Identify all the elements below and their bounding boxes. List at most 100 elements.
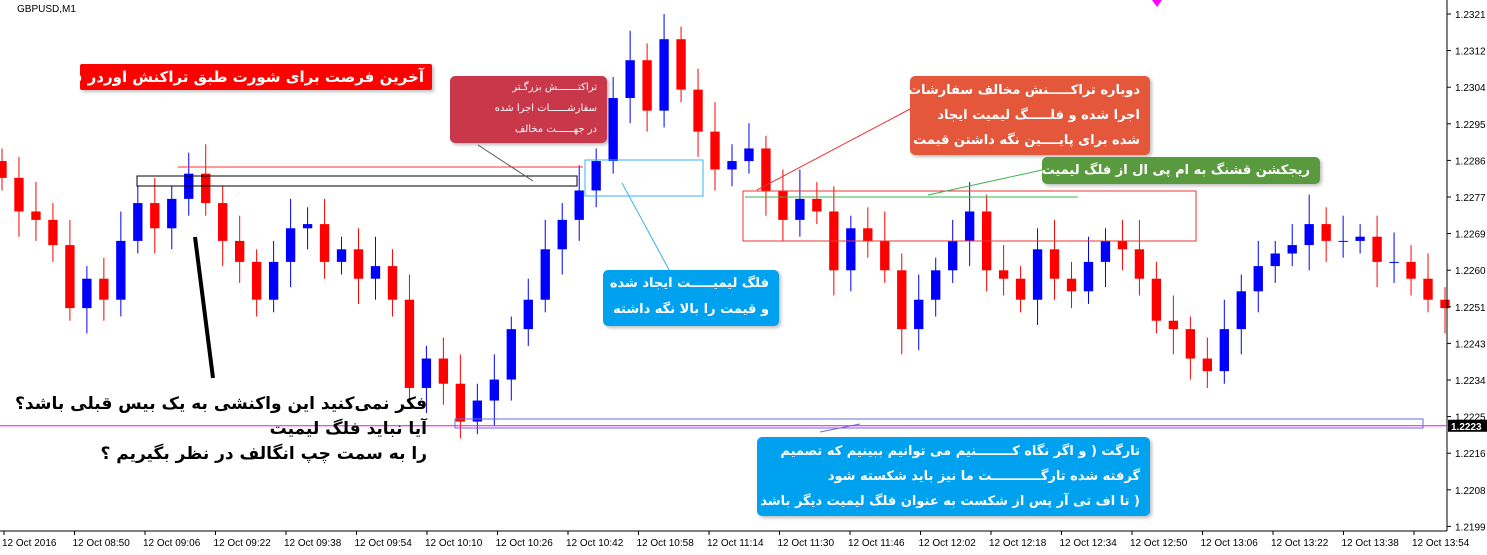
bear-candle (150, 203, 160, 229)
price-tick-label: 1.2251 (1455, 303, 1486, 314)
price-tick-label: 1.2277 (1455, 193, 1486, 204)
time-axis: 12 Oct 2016 12 Oct 08:50 12 Oct 09:06 12 Oc… (2, 531, 1470, 549)
bear-candle (1134, 249, 1145, 279)
note-line: شده برای پایــــین نگه داشتن قیمت (913, 133, 1140, 148)
price-tick-label: 1.2321 (1455, 10, 1486, 21)
time-tick-label: 12 Oct 12:34 (1060, 538, 1118, 549)
bull-candle (727, 161, 737, 170)
bear-candle (778, 190, 788, 220)
period-marker-icon (1152, 0, 1162, 7)
chart-symbol-title: GBPUSD,M1 (17, 4, 76, 15)
bear-candle (693, 89, 703, 132)
bear-candle (0, 161, 7, 178)
pointer-arrow-line (193, 236, 215, 379)
bear-candle (1066, 278, 1077, 292)
note-line: سفارشــــــات اجرا شده (494, 103, 597, 114)
bear-candle (455, 383, 466, 422)
bear-candle (14, 177, 24, 212)
note-line: دوباره تراکـــــنش مخالف سفارشات (907, 83, 1140, 98)
note-line: تارگت ( و اگر نگاه کــــــــنیم می توانی… (780, 444, 1140, 459)
time-tick-label: 12 Oct 10:26 (496, 538, 554, 549)
pointer-line (756, 107, 913, 191)
note-line: ( تا اف تی آر پس از شکست به عنوان فلگ لی… (760, 494, 1140, 509)
note-line: تراکتـــــــش بزرگـتر (512, 82, 597, 93)
bear-candle (319, 224, 330, 262)
price-tick-label: 1.2243 (1455, 339, 1486, 350)
bear-candle (48, 219, 58, 246)
bear-candle (201, 173, 211, 204)
bull-candle (608, 98, 618, 162)
bear-candle (761, 148, 771, 191)
price-axis: 1.2321 1.2312 1.2304 1.2295 1.2286 1.2277 1.22… (0, 10, 1487, 533)
price-tick-label: 1.2260 (1455, 266, 1486, 277)
bull-candle (591, 161, 601, 191)
bull-candle (133, 203, 143, 241)
price-tick-label: 1.2286 (1455, 156, 1486, 167)
bull-candle (1304, 224, 1314, 246)
flag-limit-rectangle (584, 159, 704, 197)
bear-candle (1117, 240, 1128, 250)
time-tick-label: 12 Oct 11:30 (778, 538, 835, 549)
bull-candle (82, 278, 92, 309)
bull-candle (1100, 240, 1111, 262)
bull-candle (914, 299, 924, 330)
sell-flag-rectangle (742, 190, 1197, 242)
bull-candle (540, 249, 550, 300)
time-tick-label: 12 Oct 2016 (2, 538, 57, 549)
bear-candle (1202, 358, 1212, 372)
note-line: را به سمت چپ انگالف در نظر بگیریم ؟ (100, 444, 427, 464)
bull-candle (370, 266, 381, 279)
bear-candle (642, 60, 652, 111)
price-tick-label: 1.2199 (1455, 522, 1486, 533)
bull-candle (574, 190, 584, 220)
bull-candle (1270, 253, 1280, 267)
bull-candle (421, 358, 432, 388)
time-tick-label: 12 Oct 10:58 (637, 538, 695, 549)
note-line: فلگ لیمیـــــت ایجاد شده (609, 276, 769, 291)
bull-candle (659, 39, 669, 111)
bear-candle (99, 278, 109, 300)
bear-candle (676, 39, 686, 90)
bull-candle (931, 270, 941, 300)
note-line: گرفته شده تارگـــــــــــت ما نیز باید ش… (827, 469, 1140, 484)
time-tick-label: 12 Oct 09:54 (355, 538, 413, 549)
bear-candle (1049, 249, 1060, 279)
time-tick-label: 12 Oct 13:38 (1342, 538, 1400, 549)
bear-candle (1015, 278, 1026, 300)
bull-candle (1287, 245, 1297, 254)
price-tick-label: 1.2312 (1455, 47, 1486, 58)
time-tick-label: 12 Oct 12:50 (1130, 538, 1188, 549)
time-tick-label: 12 Oct 09:22 (214, 538, 272, 549)
time-tick-label: 12 Oct 12:02 (919, 538, 977, 549)
note-line: در جهــــــت مخالف (514, 124, 597, 135)
bull-candle (948, 240, 958, 271)
bear-candle (404, 299, 415, 388)
price-tick-label: 1.2234 (1455, 376, 1486, 387)
time-tick-label: 12 Oct 11:46 (848, 538, 905, 549)
bear-candle (65, 245, 75, 309)
flag-limit-note: فلگ لیمیـــــت ایجاد شده و قیمت را بالا … (603, 270, 779, 326)
bear-candle (863, 228, 873, 241)
note-line: آیا نباید فلگ لیمیت (269, 419, 427, 439)
target-note: تارگت ( و اگر نگاه کــــــــنیم می توانی… (757, 437, 1150, 516)
time-tick-label: 12 Oct 12:18 (989, 538, 1047, 549)
bull-candle (116, 240, 126, 300)
bear-candle (1321, 224, 1331, 241)
bear-candle (353, 249, 364, 279)
bull-candle (506, 329, 516, 380)
time-tick-label: 12 Oct 08:50 (73, 538, 131, 549)
note-line: فکر نمی‌کنید این واکنشی به یک بیس قبلی ب… (15, 394, 427, 414)
bull-candle (336, 249, 347, 262)
bear-candle (1185, 329, 1196, 359)
time-tick-label: 12 Oct 09:38 (284, 538, 342, 549)
last-chance-note: آخرین فرصت برای شورت طبق تراکنش اوردر فل… (57, 64, 432, 90)
bull-candle (523, 299, 533, 330)
bear-candle (235, 240, 245, 262)
again-transaction-note: دوباره تراکـــــنش مخالف سفارشات اجرا شد… (907, 76, 1150, 155)
question-note: فکر نمی‌کنید این واکنشی به یک بیس قبلی ب… (15, 392, 427, 467)
bear-candle (1151, 278, 1162, 321)
bull-candle (795, 198, 805, 220)
pointer-line (927, 169, 1043, 196)
note-line: اجرا شده و فلـــــگ لیمیت ایجاد (937, 108, 1140, 123)
bull-candle (557, 219, 567, 250)
